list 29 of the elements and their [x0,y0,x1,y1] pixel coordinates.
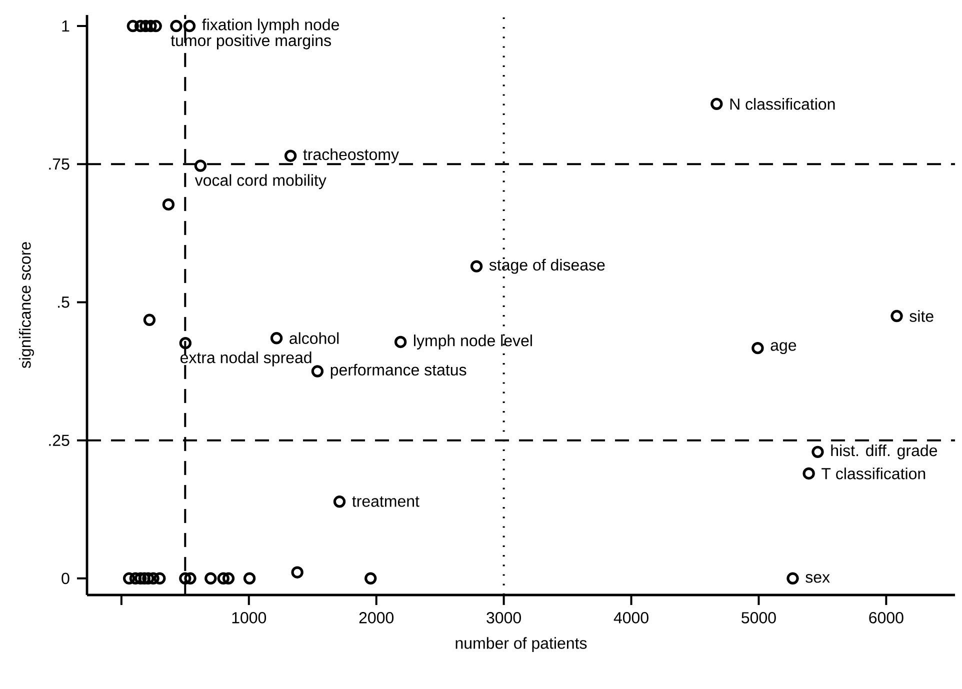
annotation: N classification [730,98,835,110]
y-axis-title: significance score [19,242,34,368]
x-tick-label: 4000 [614,612,648,624]
y-tick-label: .25 [49,434,70,446]
x-tick-label: 1000 [232,612,266,624]
annotation: alcohol [290,332,339,344]
x-tick-label: 3000 [486,612,521,624]
annotation: fixation lymph node [202,18,339,34]
annotation: extra nodal spread [180,351,312,366]
annotation: site [910,310,934,322]
annotation: age [770,342,796,354]
annotation: tumor positive margins [170,34,331,50]
y-tick-label: .75 [49,158,70,170]
annotation: vocal cord mobility [194,174,326,190]
x-tick-label: 5000 [742,612,776,624]
annotation: treatment [352,496,420,507]
annotation: performance status [330,364,466,379]
x-tick-label: 2000 [359,612,394,624]
annotation: sex [806,574,830,583]
y-tick-label: .5 [58,296,70,308]
x-tick-label: 6000 [869,612,904,624]
annotation: stage of disease [489,258,605,274]
annotation: hist. diff. grade [831,444,938,460]
annotation: tracheostomy [303,148,399,164]
annotation: lymph node level [414,334,532,350]
x-axis-title: number of patients [456,637,587,652]
y-tick-label: 0 [62,572,70,584]
y-tick-label: 1 [62,20,70,32]
annotation: T classification [822,468,926,480]
